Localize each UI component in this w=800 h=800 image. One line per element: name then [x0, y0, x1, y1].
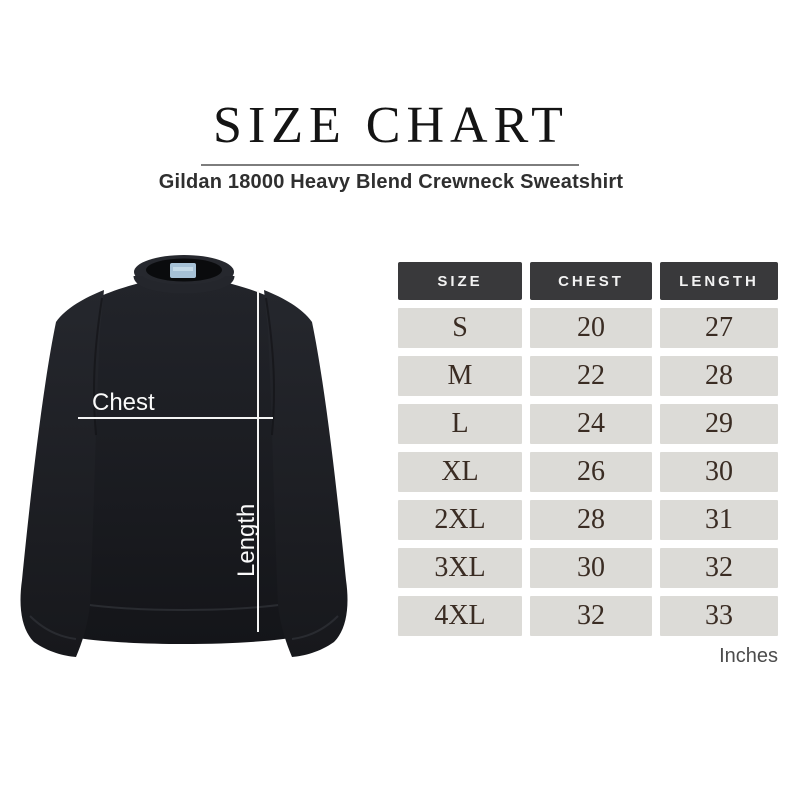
cell-size-2xl: 2XL: [398, 500, 522, 540]
sweatshirt-diagram: Chest Length: [20, 255, 348, 657]
length-measure-label: Length: [233, 504, 260, 577]
cell-length-s: 27: [660, 308, 778, 348]
cell-chest-l: 24: [530, 404, 652, 444]
cell-length-l: 29: [660, 404, 778, 444]
cell-length-4xl: 33: [660, 596, 778, 636]
column-header-size: SIZE: [398, 262, 522, 300]
size-table: SIZE CHEST LENGTH S 20 27 M 22 28 L 24 2…: [398, 262, 778, 636]
cell-size-s: S: [398, 308, 522, 348]
units-note: Inches: [719, 645, 778, 667]
cell-chest-4xl: 32: [530, 596, 652, 636]
right-armhole-seam: [265, 297, 275, 436]
page-title: SIZE CHART: [213, 97, 569, 154]
left-armhole-seam: [93, 297, 103, 436]
cell-length-2xl: 31: [660, 500, 778, 540]
cell-length-xl: 30: [660, 452, 778, 492]
cell-size-l: L: [398, 404, 522, 444]
column-header-chest: CHEST: [530, 262, 652, 300]
cell-size-m: M: [398, 356, 522, 396]
cell-chest-2xl: 28: [530, 500, 652, 540]
right-sleeve: [264, 290, 348, 657]
collar-front-rim: [133, 275, 235, 294]
left-cuff-seam: [29, 615, 77, 640]
cell-chest-3xl: 30: [530, 548, 652, 588]
cell-chest-m: 22: [530, 356, 652, 396]
page-subtitle: Gildan 18000 Heavy Blend Crewneck Sweats…: [158, 171, 624, 193]
column-header-length: LENGTH: [660, 262, 778, 300]
cell-chest-s: 20: [530, 308, 652, 348]
cell-length-3xl: 32: [660, 548, 778, 588]
cell-chest-xl: 26: [530, 452, 652, 492]
sweatshirt-body: [72, 279, 296, 644]
cell-size-3xl: 3XL: [398, 548, 522, 588]
waistband-seam: [81, 603, 287, 611]
chest-measure-label: Chest: [92, 389, 155, 416]
left-sleeve: [20, 290, 104, 657]
cell-size-4xl: 4XL: [398, 596, 522, 636]
cell-length-m: 28: [660, 356, 778, 396]
title-divider: [201, 164, 579, 166]
right-cuff-seam: [291, 615, 339, 640]
cell-size-xl: XL: [398, 452, 522, 492]
collar-tag-stripe: [173, 267, 193, 271]
